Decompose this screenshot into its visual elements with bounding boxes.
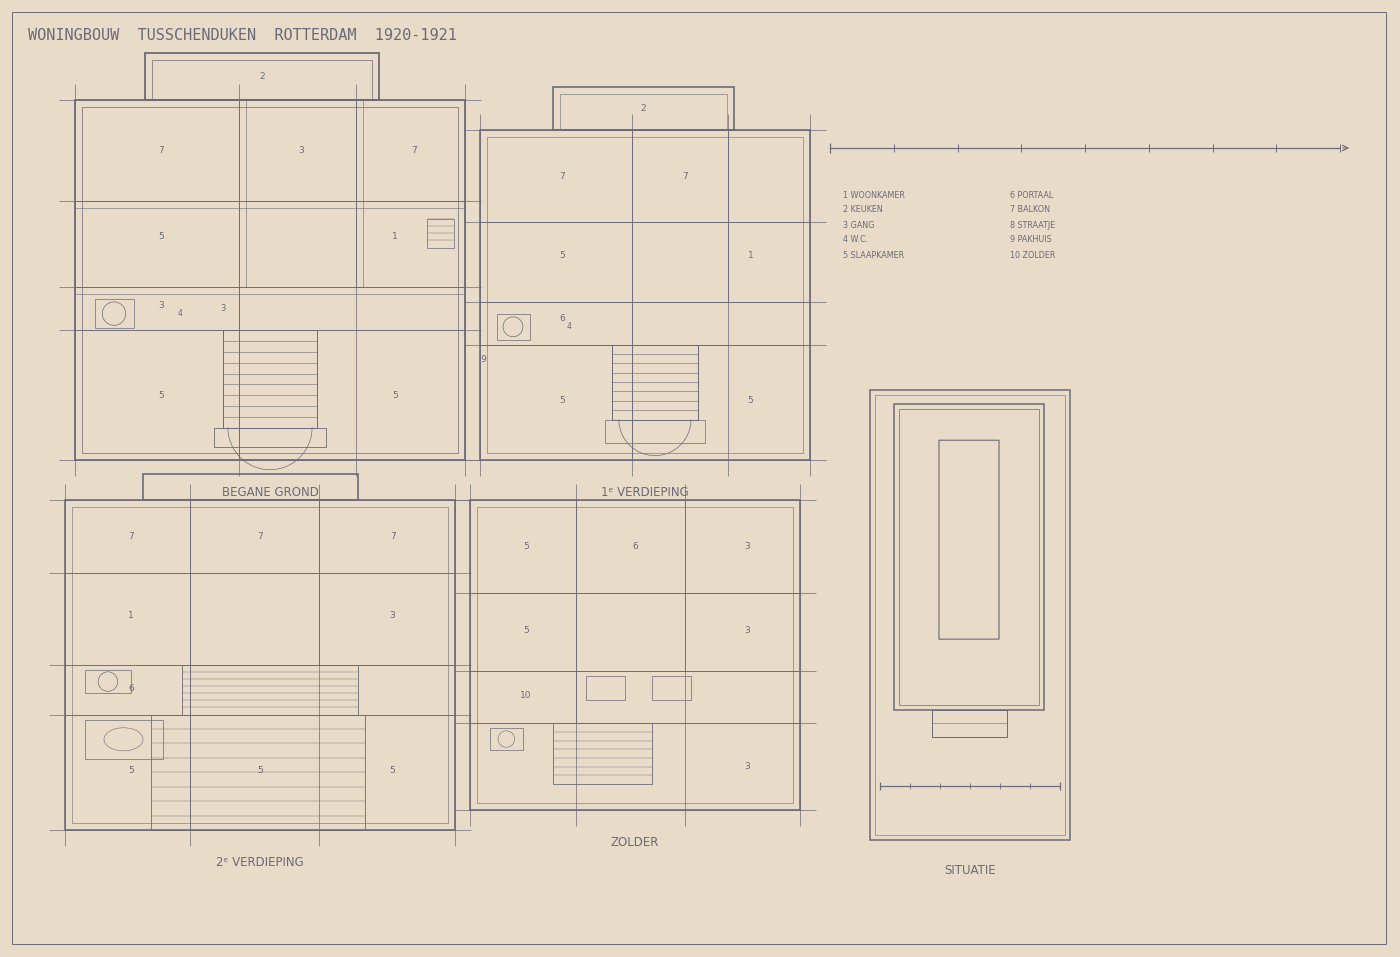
Bar bbox=[497, 314, 529, 340]
Bar bbox=[83, 107, 458, 453]
Text: 2: 2 bbox=[641, 104, 647, 113]
Bar bbox=[553, 87, 734, 130]
Bar bbox=[76, 100, 465, 460]
Text: 5: 5 bbox=[129, 767, 134, 775]
Text: 3: 3 bbox=[389, 611, 395, 620]
Bar bbox=[214, 428, 326, 447]
Bar bbox=[71, 507, 448, 823]
Bar bbox=[64, 500, 455, 830]
Text: 5: 5 bbox=[389, 767, 395, 775]
Text: 6: 6 bbox=[129, 683, 134, 693]
Text: 3: 3 bbox=[745, 542, 750, 551]
Text: 1: 1 bbox=[748, 251, 753, 260]
Text: 5 SLAAPKAMER: 5 SLAAPKAMER bbox=[843, 251, 904, 259]
Text: 6: 6 bbox=[560, 314, 566, 323]
Bar bbox=[895, 404, 1044, 709]
Text: 9: 9 bbox=[480, 355, 486, 364]
Text: 3: 3 bbox=[158, 300, 164, 310]
Text: 3: 3 bbox=[745, 762, 750, 771]
Bar bbox=[875, 395, 1065, 835]
Bar bbox=[182, 665, 357, 715]
Bar bbox=[427, 219, 454, 248]
Text: 3: 3 bbox=[221, 304, 225, 313]
Text: 5: 5 bbox=[392, 390, 398, 400]
Text: 7: 7 bbox=[258, 532, 263, 541]
Bar bbox=[490, 728, 522, 750]
Bar bbox=[143, 474, 357, 500]
Text: 3: 3 bbox=[745, 626, 750, 634]
Text: 5: 5 bbox=[158, 390, 164, 400]
Text: 10: 10 bbox=[521, 691, 532, 700]
Text: 7: 7 bbox=[389, 532, 395, 541]
Text: 2ᵉ VERDIEPING: 2ᵉ VERDIEPING bbox=[216, 856, 304, 869]
Text: 5: 5 bbox=[524, 626, 529, 634]
Text: ZOLDER: ZOLDER bbox=[610, 835, 659, 849]
Text: 7: 7 bbox=[560, 171, 566, 181]
Text: 7: 7 bbox=[412, 145, 417, 155]
Text: 10 ZOLDER: 10 ZOLDER bbox=[1009, 251, 1056, 259]
Text: 5: 5 bbox=[524, 542, 529, 551]
Bar bbox=[612, 345, 697, 419]
Text: 5: 5 bbox=[258, 767, 263, 775]
Text: 7: 7 bbox=[158, 145, 164, 155]
Text: 4: 4 bbox=[567, 323, 571, 331]
Text: WONINGBOUW  TUSSCHENDUKEN  ROTTERDAM  1920-1921: WONINGBOUW TUSSCHENDUKEN ROTTERDAM 1920-… bbox=[28, 29, 456, 43]
Bar bbox=[477, 507, 792, 803]
Text: 5: 5 bbox=[748, 396, 753, 405]
Text: 7 BALKON: 7 BALKON bbox=[1009, 206, 1050, 214]
Text: 8 STRAATJE: 8 STRAATJE bbox=[1009, 220, 1056, 230]
Text: 4: 4 bbox=[178, 309, 183, 318]
Bar bbox=[585, 676, 624, 701]
Text: 9 PAKHUIS: 9 PAKHUIS bbox=[1009, 235, 1051, 244]
Text: BEGANE GROND: BEGANE GROND bbox=[221, 485, 318, 499]
Text: 5: 5 bbox=[158, 233, 164, 241]
Text: 5: 5 bbox=[560, 396, 566, 405]
Bar bbox=[651, 676, 692, 701]
Text: 2: 2 bbox=[259, 72, 265, 81]
Text: 6 PORTAAL: 6 PORTAAL bbox=[1009, 190, 1053, 199]
Text: 1 WOONKAMER: 1 WOONKAMER bbox=[843, 190, 904, 199]
Text: 7: 7 bbox=[129, 532, 134, 541]
Bar bbox=[470, 500, 799, 810]
Text: 2 KEUKEN: 2 KEUKEN bbox=[843, 206, 883, 214]
Bar bbox=[95, 300, 133, 328]
Bar bbox=[84, 670, 132, 693]
Bar bbox=[899, 409, 1039, 704]
Bar bbox=[84, 720, 162, 759]
Bar bbox=[560, 94, 727, 130]
Bar bbox=[223, 330, 316, 428]
Text: 1: 1 bbox=[392, 233, 398, 241]
Bar bbox=[605, 419, 704, 443]
Bar bbox=[480, 130, 811, 460]
Text: 4 W.C.: 4 W.C. bbox=[843, 235, 868, 244]
Text: 1: 1 bbox=[129, 611, 134, 620]
Text: SITUATIE: SITUATIE bbox=[944, 863, 995, 877]
Bar bbox=[553, 723, 651, 784]
Bar bbox=[487, 137, 804, 453]
Bar bbox=[153, 60, 372, 100]
Text: 3: 3 bbox=[298, 145, 304, 155]
Bar bbox=[151, 715, 365, 830]
Bar bbox=[931, 709, 1007, 737]
Bar bbox=[869, 390, 1070, 840]
Text: 6: 6 bbox=[633, 542, 638, 551]
Text: 3 GANG: 3 GANG bbox=[843, 220, 875, 230]
Bar bbox=[146, 54, 379, 100]
Text: 7: 7 bbox=[682, 171, 687, 181]
Text: 5: 5 bbox=[560, 251, 566, 260]
Text: 1ᵉ VERDIEPING: 1ᵉ VERDIEPING bbox=[601, 485, 689, 499]
